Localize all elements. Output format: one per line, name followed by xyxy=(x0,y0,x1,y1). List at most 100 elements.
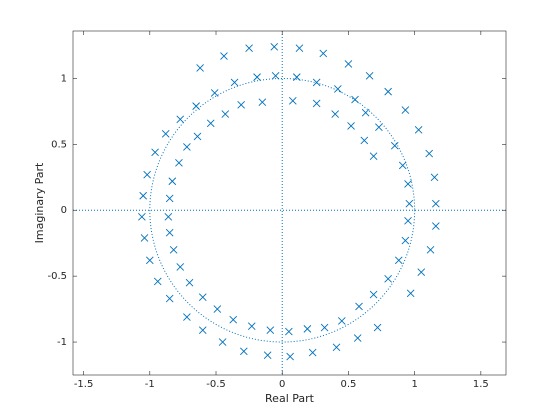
pole-marker xyxy=(193,132,202,141)
pole-marker xyxy=(138,213,146,221)
pole-marker xyxy=(286,352,294,361)
pole-marker xyxy=(414,126,423,134)
pole-marker xyxy=(198,293,207,302)
pole-marker xyxy=(253,73,261,81)
pole-marker xyxy=(331,110,340,118)
pole-marker xyxy=(398,161,407,170)
x-tick-label: -1 xyxy=(145,379,155,390)
pole-marker xyxy=(151,148,159,157)
pole-marker xyxy=(384,87,392,96)
pole-marker xyxy=(239,347,248,356)
x-tick-label: 0.5 xyxy=(340,379,356,390)
pole-marker xyxy=(430,173,439,182)
y-tick-label: 0 xyxy=(61,205,67,216)
pole-marker xyxy=(183,143,191,151)
pole-marker xyxy=(365,71,374,80)
pole-marker xyxy=(361,108,370,117)
pole-marker xyxy=(360,136,369,145)
pole-marker xyxy=(292,73,301,81)
pole-marker xyxy=(337,317,346,325)
pole-marker xyxy=(308,348,317,357)
pole-marker xyxy=(169,245,178,254)
pole-marker xyxy=(247,322,256,331)
x-tick-label: 0 xyxy=(279,379,285,390)
pole-marker xyxy=(153,277,162,286)
pole-marker xyxy=(285,327,293,336)
pole-marker xyxy=(394,256,403,265)
pole-marker xyxy=(384,274,392,283)
pole-marker xyxy=(210,89,219,97)
pole-marker xyxy=(404,180,412,188)
pole-marker xyxy=(164,213,173,221)
pole-marker xyxy=(375,123,383,132)
pole-marker xyxy=(355,302,363,311)
pole-marker xyxy=(245,44,253,52)
pole-marker xyxy=(220,52,228,60)
pole-marker xyxy=(303,325,312,333)
y-tick-label: 1 xyxy=(61,73,67,84)
pole-marker xyxy=(401,106,410,114)
pole-marker xyxy=(405,199,414,208)
pole-marker xyxy=(347,122,355,130)
pole-marker xyxy=(230,78,239,87)
pole-marker xyxy=(271,71,280,80)
pole-marker xyxy=(221,110,230,118)
pole-marker xyxy=(312,99,321,108)
y-tick-label: -0.5 xyxy=(47,271,67,282)
x-tick-label: 1 xyxy=(411,379,417,390)
pole-marker xyxy=(183,313,191,321)
pole-marker xyxy=(351,95,359,104)
pole-marker xyxy=(176,263,185,271)
pole-marker xyxy=(168,177,177,186)
pole-marker xyxy=(319,49,328,58)
pole-marker xyxy=(198,326,207,335)
x-tick-label: 1.5 xyxy=(473,379,489,390)
pole-marker xyxy=(185,278,194,287)
pole-marker xyxy=(332,343,341,352)
y-tick-label: -1 xyxy=(57,337,67,348)
x-tick-label: -1.5 xyxy=(74,379,94,390)
pole-marker xyxy=(288,97,297,105)
y-tick-label: 0.5 xyxy=(51,139,67,150)
pole-marker xyxy=(401,236,410,245)
pole-marker xyxy=(229,315,238,324)
pole-marker xyxy=(218,338,227,346)
pole-marker xyxy=(165,194,174,203)
pole-marker xyxy=(369,290,378,299)
x-tick-label: -0.5 xyxy=(206,379,226,390)
pole-marker xyxy=(432,222,440,230)
pole-marker xyxy=(192,102,200,110)
pole-marker xyxy=(196,64,204,72)
pole-marker xyxy=(320,323,329,332)
pole-marker xyxy=(334,85,342,93)
pole-marker xyxy=(176,115,185,124)
pole-marker xyxy=(143,170,151,179)
pole-marker xyxy=(258,98,267,106)
pole-marker xyxy=(417,268,426,277)
pole-marker xyxy=(263,351,272,360)
pole-marker xyxy=(353,334,362,342)
pole-marker xyxy=(369,152,378,161)
pole-marker xyxy=(266,326,275,335)
pole-marker xyxy=(432,199,440,208)
pole-marker xyxy=(425,149,434,158)
pole-marker xyxy=(175,158,183,167)
pole-marker xyxy=(295,44,304,52)
plot-area xyxy=(72,30,507,376)
pole-marker xyxy=(139,191,147,200)
pole-marker xyxy=(344,60,353,68)
pole-marker xyxy=(140,234,149,242)
pole-marker xyxy=(373,323,382,332)
pole-marker xyxy=(145,256,154,265)
unit-circle xyxy=(149,77,416,343)
pole-marker xyxy=(406,289,415,298)
y-axis-label: Imaginary Part xyxy=(33,162,46,243)
pole-marker xyxy=(312,78,321,87)
pole-marker xyxy=(161,129,170,138)
pole-marker xyxy=(390,141,399,150)
pole-marker xyxy=(213,305,222,313)
x-axis-label: Real Part xyxy=(265,392,315,405)
pole-marker xyxy=(206,119,215,128)
